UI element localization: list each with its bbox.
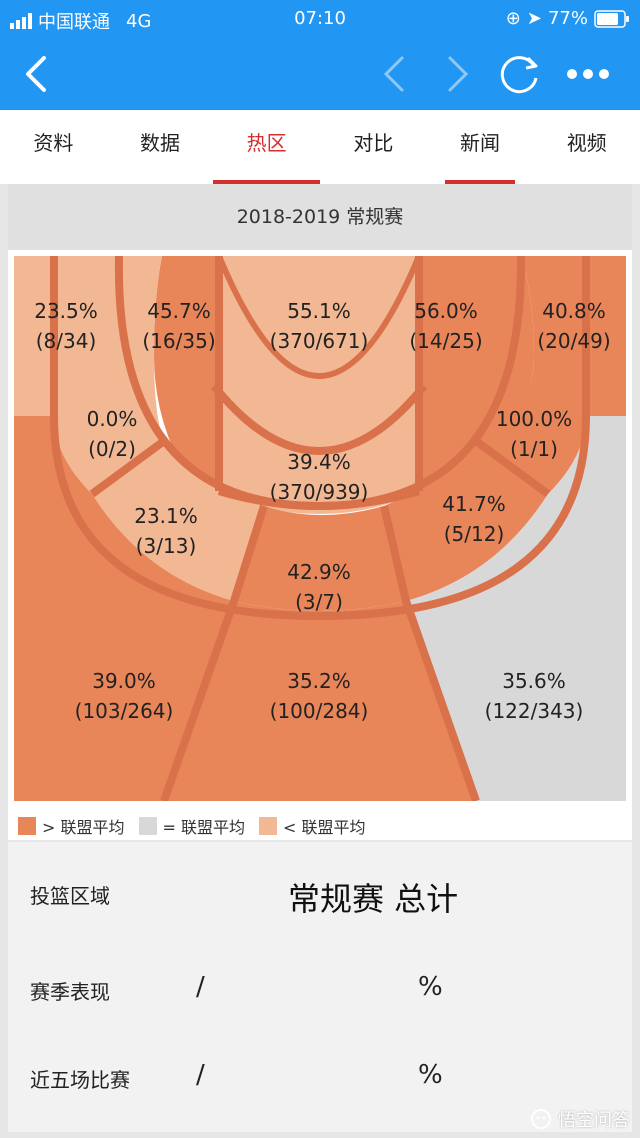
shot-chart-court: 23.5% (8/34) 45.7% (16/35) 55.1% (370/671) 56.… bbox=[14, 256, 626, 801]
rotation-lock-icon: ⊕ bbox=[505, 8, 521, 29]
tab-news[interactable]: 新闻 bbox=[427, 110, 534, 184]
more-icon bbox=[567, 69, 609, 79]
chevron-left-icon bbox=[383, 56, 404, 92]
shot-zone[interactable] bbox=[54, 256, 164, 494]
court-line bbox=[380, 505, 480, 801]
zone-made-attempts-label: (20/49) bbox=[537, 329, 610, 353]
zone-made-attempts-label: (370/939) bbox=[270, 480, 369, 504]
tab-profile[interactable]: 资料 bbox=[33, 131, 74, 155]
legend-swatch-above bbox=[18, 817, 36, 835]
zone-made-attempts-label: (370/671) bbox=[270, 329, 369, 353]
tab-active-indicator bbox=[213, 180, 321, 184]
legend-below: < 联盟平均 bbox=[259, 814, 366, 838]
legend-equal: = 联盟平均 bbox=[138, 814, 245, 838]
season-label: 2018-2019 常规赛 bbox=[8, 184, 632, 250]
shot-zone[interactable] bbox=[234, 506, 406, 611]
shot-zone[interactable] bbox=[406, 416, 626, 801]
zone-made-attempts-label: (3/13) bbox=[136, 534, 197, 558]
more-button[interactable] bbox=[564, 52, 612, 96]
back-button[interactable] bbox=[14, 52, 58, 96]
court-line bbox=[473, 437, 551, 498]
tab-stats[interactable]: 数据 bbox=[140, 131, 180, 155]
court-line bbox=[216, 256, 422, 379]
shot-zone[interactable] bbox=[586, 256, 626, 416]
zone-made-attempts-label: (100/284) bbox=[270, 699, 369, 723]
zone-made-attempts-label: (14/25) bbox=[409, 329, 482, 353]
zone-percentage-label: 100.0% bbox=[496, 407, 572, 431]
previous-button[interactable] bbox=[372, 52, 416, 96]
battery-icon bbox=[594, 9, 629, 28]
stats-table: 投篮区域 常规赛 总计 赛季表现 / % 近五场比赛 / % bbox=[8, 842, 632, 1132]
network-label: 4G bbox=[126, 10, 152, 32]
court-line bbox=[160, 504, 268, 801]
shot-zone[interactable] bbox=[476, 256, 586, 494]
tab-underline bbox=[444, 180, 516, 184]
refresh-icon bbox=[500, 56, 538, 94]
legend-swatch-equal bbox=[138, 817, 157, 835]
zone-percentage-label: 39.4% bbox=[287, 450, 351, 474]
zone-percentage-label: 42.9% bbox=[287, 560, 351, 584]
zone-percentage-label: 0.0% bbox=[87, 407, 138, 431]
clock: 07:10 bbox=[294, 8, 346, 29]
zone-made-attempts-label: (8/34) bbox=[36, 329, 97, 353]
next-button[interactable] bbox=[436, 52, 480, 96]
shot-zone[interactable] bbox=[14, 256, 54, 416]
watermark: 悟空问答 bbox=[530, 1106, 630, 1132]
legend-swatch-below bbox=[259, 817, 277, 835]
chevron-left-icon bbox=[26, 56, 46, 92]
zone-made-attempts-label: (103/264) bbox=[75, 699, 174, 723]
legend: > 联盟平均 = 联盟平均 < 联盟平均 bbox=[18, 814, 380, 838]
zone-percentage-label: 40.8% bbox=[542, 299, 606, 323]
zone-percentage-label: 55.1% bbox=[287, 299, 351, 323]
shot-zone[interactable] bbox=[384, 441, 548, 601]
tab-compare[interactable]: 对比 bbox=[353, 131, 394, 155]
season-total-header: 常规赛 总计 bbox=[288, 880, 459, 918]
zone-percentage-label: 23.1% bbox=[134, 504, 198, 528]
legend-above: > 联盟平均 bbox=[18, 814, 125, 838]
refresh-button[interactable] bbox=[498, 52, 542, 96]
zone-made-attempts-label: (0/2) bbox=[88, 437, 136, 461]
zone-made-attempts-label: (122/343) bbox=[485, 699, 584, 723]
zone-percentage-label: 35.2% bbox=[287, 669, 351, 693]
zone-percentage-label: 56.0% bbox=[414, 299, 478, 323]
shot-zone[interactable] bbox=[164, 601, 476, 801]
court-line bbox=[50, 415, 590, 621]
tab-video[interactable]: 视频 bbox=[566, 131, 607, 155]
zone-made-attempts-label: (5/12) bbox=[444, 522, 505, 546]
carrier-label: 中国联通 bbox=[38, 12, 110, 33]
chevron-right-icon bbox=[448, 56, 469, 92]
shot-zone[interactable] bbox=[119, 256, 219, 491]
signal-icon bbox=[10, 13, 32, 29]
zone-made-attempts-label: (16/35) bbox=[142, 329, 215, 353]
court-line bbox=[217, 487, 421, 510]
shot-zone[interactable] bbox=[14, 416, 234, 801]
battery-percent: 77% bbox=[547, 8, 588, 29]
location-icon: ➤ bbox=[526, 8, 542, 29]
tab-bar: 资料 数据 热区 对比 新闻 视频 bbox=[0, 110, 640, 184]
zone-percentage-label: 35.6% bbox=[502, 669, 566, 693]
court-line bbox=[89, 437, 167, 498]
zone-percentage-label: 41.7% bbox=[442, 492, 506, 516]
status-bar: 中国联通 4G 07:10 ⊕ ➤ 77% bbox=[0, 0, 640, 38]
nav-bar bbox=[0, 38, 640, 110]
zone-column-header: 投篮区域 bbox=[30, 884, 110, 908]
zone-percentage-label: 39.0% bbox=[92, 669, 156, 693]
shot-zone[interactable] bbox=[219, 256, 419, 514]
zone-made-attempts-label: (3/7) bbox=[295, 590, 343, 614]
zone-made-attempts-label: (1/1) bbox=[510, 437, 558, 461]
tab-hotzone[interactable]: 热区 bbox=[213, 110, 321, 184]
court-line bbox=[210, 383, 428, 455]
wukong-logo-icon bbox=[531, 1109, 551, 1129]
zone-percentage-label: 23.5% bbox=[34, 299, 98, 323]
shot-zone[interactable] bbox=[92, 441, 264, 601]
zone-percentage-label: 45.7% bbox=[147, 299, 211, 323]
